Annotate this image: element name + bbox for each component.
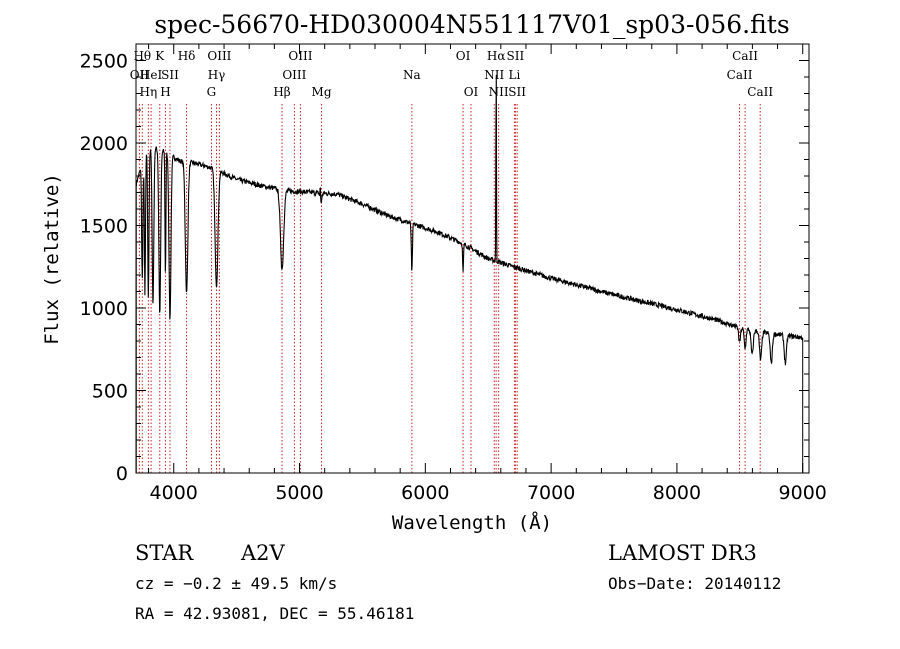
object-subclass: A2V	[241, 541, 285, 565]
x-tick-label: 9000	[779, 482, 827, 504]
y-tick-label: 1500	[80, 216, 128, 238]
object-class: STAR	[135, 541, 194, 565]
line-id-label: H	[160, 85, 170, 99]
line-markers-layer	[138, 104, 761, 473]
plot-frame	[135, 43, 810, 474]
y-tick-label: 2500	[80, 51, 128, 73]
y-axis-label: Flux (relative)	[41, 173, 63, 345]
line-id-label: CaII	[727, 68, 753, 82]
line-id-label: Hγ	[208, 68, 226, 82]
axis-ticks-layer: 4000 5000 6000 7000 8000 9000 0 500 1000 1500 2000…	[80, 44, 827, 504]
line-id-label: G	[207, 85, 217, 99]
line-id-label: CaII	[747, 85, 773, 99]
line-id-label: NII	[484, 68, 504, 82]
x-axis-label: Wavelength (Å)	[392, 511, 552, 534]
line-labels-layer: OII Hθ Hη HeI K H SII Hδ G Hγ OIII Hβ OIII OIII Mg Na OI…	[130, 49, 774, 99]
x-tick-label: 7000	[527, 482, 575, 504]
y-tick-label: 2000	[80, 133, 128, 155]
line-id-label: Li	[508, 68, 520, 82]
spectrum-line	[135, 74, 804, 366]
line-id-label: CaII	[732, 49, 758, 63]
line-id-label: SII	[161, 68, 179, 82]
line-id-label: Hη	[139, 85, 157, 99]
line-id-label: Mg	[312, 85, 332, 99]
line-id-label: SII	[508, 85, 526, 99]
spectrum-layer	[135, 74, 804, 473]
line-id-label: OII	[130, 68, 150, 82]
line-id-label: NII	[489, 85, 509, 99]
line-id-label: Na	[403, 68, 421, 82]
y-tick-label: 1000	[80, 298, 128, 320]
x-tick-label: 8000	[653, 482, 701, 504]
line-id-label: Hθ	[133, 49, 151, 63]
x-tick-label: 5000	[275, 482, 323, 504]
line-id-label: Hδ	[178, 49, 196, 63]
y-tick-label: 0	[116, 463, 128, 485]
y-tick-label: 500	[92, 381, 128, 403]
x-tick-label: 6000	[401, 482, 449, 504]
observation-date: Obs−Date: 20140112	[608, 574, 782, 593]
line-id-label: SII	[507, 49, 525, 63]
line-id-label: OIII	[207, 49, 231, 63]
line-id-label: HeI	[140, 68, 163, 82]
chart-title: spec-56670-HD030004N551117V01_sp03-056.f…	[154, 10, 789, 39]
line-id-label: OI	[464, 85, 479, 99]
line-id-label: K	[155, 49, 165, 63]
survey-name: LAMOST DR3	[608, 541, 757, 565]
line-id-label: OIII	[282, 68, 306, 82]
x-tick-label: 4000	[150, 482, 198, 504]
line-id-label: Hβ	[273, 85, 290, 99]
line-id-label: OI	[456, 49, 471, 63]
coordinates: RA = 42.93081, DEC = 55.46181	[135, 604, 415, 623]
redshift-velocity: cz = −0.2 ± 49.5 km/s	[135, 574, 338, 593]
line-id-label: Hα	[487, 49, 506, 63]
line-id-label: OIII	[288, 49, 312, 63]
